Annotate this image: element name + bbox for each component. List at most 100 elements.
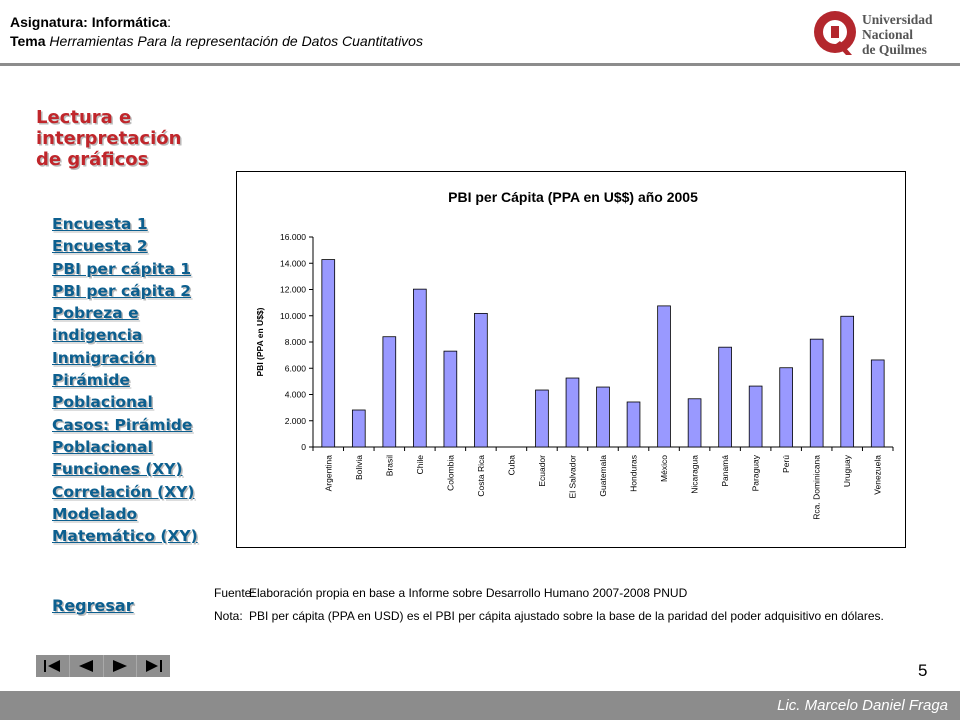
bar <box>535 389 549 448</box>
y-tick-label: 6.000 <box>285 363 307 373</box>
source-note: Fuente: Elaboración propia en base a Inf… <box>214 585 914 601</box>
bar <box>321 259 336 448</box>
x-tick-label: Perú <box>781 455 791 473</box>
x-tick-label: Bolivia <box>354 455 364 480</box>
definition-note: Nota: PBI per cápita (PPA en USD) es el … <box>214 608 914 624</box>
nav-link-modelado[interactable]: Matemático (XY) <box>52 527 198 546</box>
source-text: Elaboración propia en base a Informe sob… <box>249 586 688 600</box>
y-tick-label: 0 <box>301 442 306 452</box>
bar <box>718 346 732 448</box>
y-tick-label: 2.000 <box>285 416 307 426</box>
bar <box>840 315 855 448</box>
nav-link-correlacion[interactable]: Correlación (XY) <box>52 482 195 501</box>
nav-link-casos-piramide[interactable]: Casos: Pirámide <box>52 415 193 434</box>
nav-link-encuesta-2[interactable]: Encuesta 2 <box>52 237 148 256</box>
y-axis-label: PBI (PPA en U$$) <box>255 307 265 376</box>
chart-title: PBI per Cápita (PPA en U$$) año 2005 <box>448 189 698 205</box>
university-logo: Universidad Nacional de Quilmes <box>812 8 952 60</box>
bar <box>626 401 641 448</box>
x-tick-label: Costa Rica <box>476 455 486 497</box>
footer: Lic. Marcelo Daniel Fraga <box>0 691 960 720</box>
x-tick-label: Chile <box>415 455 425 475</box>
chart-notes: Fuente: Elaboración propia en base a Inf… <box>214 585 914 631</box>
nav-link-casos-piramide[interactable]: Poblacional <box>52 437 153 456</box>
bar <box>382 336 397 448</box>
nav-link-piramide[interactable]: Pirámide <box>52 371 130 390</box>
x-tick-label: Nicaragua <box>690 455 700 494</box>
x-tick-label: Rca. Dominicana <box>812 455 822 520</box>
bar-chart: PBI per Cápita (PPA en U$$) año 2005 PBI … <box>255 189 894 520</box>
nav-link-piramide[interactable]: Poblacional <box>52 393 153 412</box>
subject-colon: : <box>167 14 172 30</box>
topic-value: Herramientas Para la representación de D… <box>45 33 423 49</box>
bar <box>779 367 793 448</box>
bar <box>413 288 427 448</box>
y-tick-label: 10.000 <box>280 311 306 321</box>
bar <box>870 359 885 448</box>
last-slide-button[interactable] <box>137 655 170 677</box>
page-title: Lectura e interpretación de gráficos <box>36 107 236 170</box>
header: Asignatura: Informática: Tema Herramient… <box>0 0 960 70</box>
play-back-icon <box>79 660 94 672</box>
nav-link-pbi-2[interactable]: PBI per cápita 2 <box>52 281 192 300</box>
play-forward-icon <box>112 660 127 672</box>
x-tick-label: México <box>659 455 669 482</box>
logo-emblem-icon <box>814 11 856 55</box>
x-tick-label: El Salvador <box>567 455 577 499</box>
title-line: interpretación <box>36 128 182 149</box>
first-slide-button[interactable] <box>36 655 70 677</box>
skip-back-icon <box>44 660 61 672</box>
title-line: de gráficos <box>36 149 149 170</box>
bar <box>748 385 763 448</box>
x-tick-label: Argentina <box>323 455 333 492</box>
x-tick-label: Ecuador <box>537 455 547 487</box>
chart-container: PBI per Cápita (PPA en U$$) año 2005 PBI … <box>236 171 906 548</box>
header-divider <box>0 63 960 66</box>
bar <box>809 338 824 448</box>
topic-line: Tema Herramientas Para la representación… <box>10 33 423 49</box>
y-tick-label: 4.000 <box>285 390 307 400</box>
topic-nav: Encuesta 1 Encuesta 2 PBI per cápita 1 P… <box>52 213 222 547</box>
x-tick-label: Colombia <box>445 455 455 491</box>
subject-line: Asignatura: Informática: <box>10 14 171 30</box>
note-text: PBI per cápita (PPA en USD) es el PBI pe… <box>249 609 884 623</box>
bar <box>474 312 488 448</box>
logo-line: Nacional <box>862 27 914 42</box>
logo-line: Universidad <box>862 12 933 27</box>
logo-line: de Quilmes <box>862 42 927 57</box>
x-tick-label: Cuba <box>506 455 516 476</box>
nav-link-pobreza[interactable]: Pobreza e <box>52 304 139 323</box>
x-tick-label: Paraguay <box>751 454 761 491</box>
bar <box>657 305 671 448</box>
y-tick-label: 16.000 <box>280 232 306 242</box>
topic-label: Tema <box>10 33 46 49</box>
x-tick-label: Guatemala <box>598 455 608 497</box>
x-tick-label: Honduras <box>629 455 639 492</box>
slide-navigation <box>36 655 170 677</box>
y-tick-label: 8.000 <box>285 337 307 347</box>
bar <box>565 377 580 448</box>
bar <box>596 386 610 448</box>
nav-link-pobreza[interactable]: indigencia <box>52 326 143 345</box>
x-tick-label: Brasil <box>384 455 394 476</box>
nav-link-inmigracion[interactable]: Inmigración <box>52 348 156 367</box>
page-number: 5 <box>918 661 928 680</box>
nav-link-encuesta-1[interactable]: Encuesta 1 <box>52 215 148 233</box>
title-line: Lectura e <box>36 107 132 128</box>
source-label: Fuente: <box>214 586 255 600</box>
back-link[interactable]: Regresar <box>52 596 134 615</box>
y-tick-label: 14.000 <box>280 258 306 268</box>
skip-forward-icon <box>145 660 162 672</box>
y-tick-label: 12.000 <box>280 285 306 295</box>
nav-link-funciones[interactable]: Funciones (XY) <box>52 460 183 479</box>
note-label: Nota: <box>214 609 243 623</box>
previous-slide-button[interactable] <box>70 655 104 677</box>
x-tick-label: Panamá <box>720 455 730 487</box>
nav-link-modelado[interactable]: Modelado <box>52 504 138 523</box>
subject-label: Asignatura: <box>10 14 92 30</box>
footer-author: Lic. Marcelo Daniel Fraga <box>777 697 948 714</box>
x-tick-label: Uruguay <box>842 454 852 487</box>
bar <box>687 398 702 448</box>
nav-link-pbi-1[interactable]: PBI per cápita 1 <box>52 259 192 278</box>
next-slide-button[interactable] <box>104 655 138 677</box>
